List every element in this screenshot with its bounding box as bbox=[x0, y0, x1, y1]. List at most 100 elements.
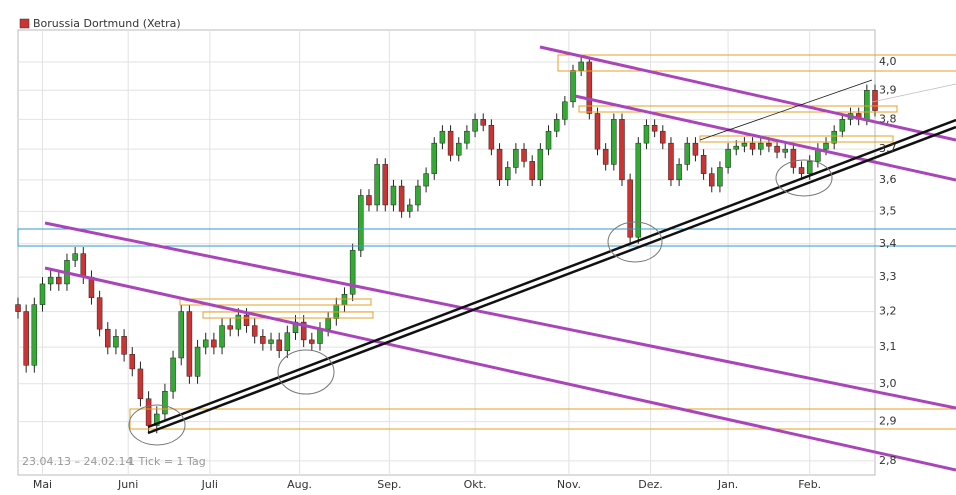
x-tick-label: Aug. bbox=[287, 478, 312, 491]
candle-body bbox=[276, 339, 282, 351]
chart-title: Borussia Dortmund (Xetra) bbox=[33, 17, 181, 30]
candle-body bbox=[570, 70, 576, 103]
candle-body bbox=[96, 297, 103, 330]
candle-body bbox=[431, 142, 438, 174]
candle-body bbox=[455, 142, 462, 156]
candle-body bbox=[823, 142, 829, 150]
candle-body bbox=[162, 390, 168, 415]
candle-body bbox=[766, 142, 772, 147]
trend-channel bbox=[44, 221, 956, 410]
candle-body bbox=[864, 90, 870, 120]
resistance-zone bbox=[557, 54, 956, 72]
candle-body bbox=[447, 130, 454, 156]
candle-body bbox=[643, 125, 650, 144]
candle-body bbox=[23, 311, 29, 366]
candle-body bbox=[717, 167, 723, 187]
candle-body bbox=[227, 325, 233, 330]
trend-line bbox=[871, 83, 956, 103]
candle-body bbox=[741, 142, 748, 147]
candle-body bbox=[105, 328, 111, 348]
candle-body bbox=[627, 179, 633, 238]
candle-body bbox=[56, 276, 62, 285]
candle-body bbox=[382, 164, 389, 206]
candle-body bbox=[709, 173, 715, 187]
y-tick-label: 3,3 bbox=[879, 270, 897, 283]
y-tick-label: 3,8 bbox=[879, 112, 897, 125]
x-tick-label: Juni bbox=[117, 478, 138, 491]
x-tick-label: Sep. bbox=[377, 478, 401, 491]
candle-body bbox=[619, 119, 625, 181]
candle-body bbox=[15, 304, 21, 312]
legend-swatch bbox=[19, 18, 30, 29]
highlight-circle bbox=[277, 349, 335, 395]
x-tick-label: Mai bbox=[33, 478, 52, 491]
candle-body bbox=[88, 276, 95, 298]
candle-body bbox=[700, 154, 707, 174]
candle-body bbox=[194, 346, 201, 377]
candle-body bbox=[806, 161, 813, 174]
period-label: 23.04.13 – 24.02.14 bbox=[22, 455, 132, 468]
support-zone bbox=[17, 228, 956, 247]
y-tick-label: 4,0 bbox=[879, 55, 897, 68]
resistance-zone bbox=[699, 135, 894, 143]
candle-body bbox=[39, 283, 46, 305]
x-tick-label: Nov. bbox=[557, 478, 581, 491]
candle-body bbox=[472, 119, 478, 132]
candle-body bbox=[374, 164, 380, 206]
candle-body bbox=[513, 148, 519, 168]
candle-body bbox=[366, 195, 372, 206]
candle-body bbox=[553, 119, 560, 132]
x-tick-label: Juli bbox=[201, 478, 218, 491]
candle-body bbox=[594, 113, 601, 150]
candle-body bbox=[178, 311, 184, 359]
candle-body bbox=[725, 148, 731, 168]
grid bbox=[18, 30, 875, 475]
x-tick-label: Okt. bbox=[464, 478, 487, 491]
candle-body bbox=[235, 314, 242, 330]
y-tick-label: 3,4 bbox=[879, 237, 897, 250]
highlight-circle bbox=[607, 221, 663, 263]
candle-body bbox=[284, 332, 291, 351]
candle-body bbox=[251, 325, 258, 337]
candle-body bbox=[790, 148, 797, 168]
candle-body bbox=[129, 354, 136, 370]
trend-channel bbox=[539, 45, 956, 142]
candle-body bbox=[137, 368, 144, 400]
candle-body bbox=[72, 253, 78, 261]
y-tick-label: 3,9 bbox=[879, 83, 897, 96]
y-tick-label: 2,8 bbox=[879, 454, 897, 467]
candle-body bbox=[317, 328, 323, 344]
y-tick-label: 3,7 bbox=[879, 142, 897, 155]
resistance-zone bbox=[179, 298, 372, 306]
candle-body bbox=[684, 142, 691, 165]
y-tick-label: 2,9 bbox=[879, 415, 897, 428]
candle-body bbox=[398, 185, 405, 212]
highlight-circle bbox=[128, 404, 186, 446]
trend-channel bbox=[574, 94, 956, 182]
trend-line bbox=[699, 79, 873, 141]
candle-body bbox=[186, 311, 193, 377]
y-tick-label: 3,0 bbox=[879, 377, 897, 390]
resistance-zone bbox=[578, 105, 898, 113]
candle-body bbox=[113, 336, 119, 348]
candle-body bbox=[439, 130, 446, 144]
candle-body bbox=[154, 413, 160, 426]
trend-line bbox=[147, 118, 956, 429]
candle-body bbox=[529, 161, 535, 181]
candle-body bbox=[300, 321, 307, 341]
x-tick-label: Dez. bbox=[638, 478, 663, 491]
candle-body bbox=[349, 250, 356, 295]
candle-body bbox=[504, 167, 511, 181]
candle-body bbox=[488, 125, 495, 150]
trend-channel bbox=[44, 266, 956, 472]
candle-body bbox=[145, 398, 152, 426]
candle-body bbox=[757, 142, 764, 150]
candle-body bbox=[390, 185, 397, 206]
candle-body bbox=[635, 142, 642, 238]
candle-body bbox=[260, 336, 266, 344]
candle-body bbox=[268, 339, 274, 344]
annotations bbox=[17, 45, 956, 472]
candle-body bbox=[602, 148, 609, 165]
candle-body bbox=[423, 173, 429, 187]
